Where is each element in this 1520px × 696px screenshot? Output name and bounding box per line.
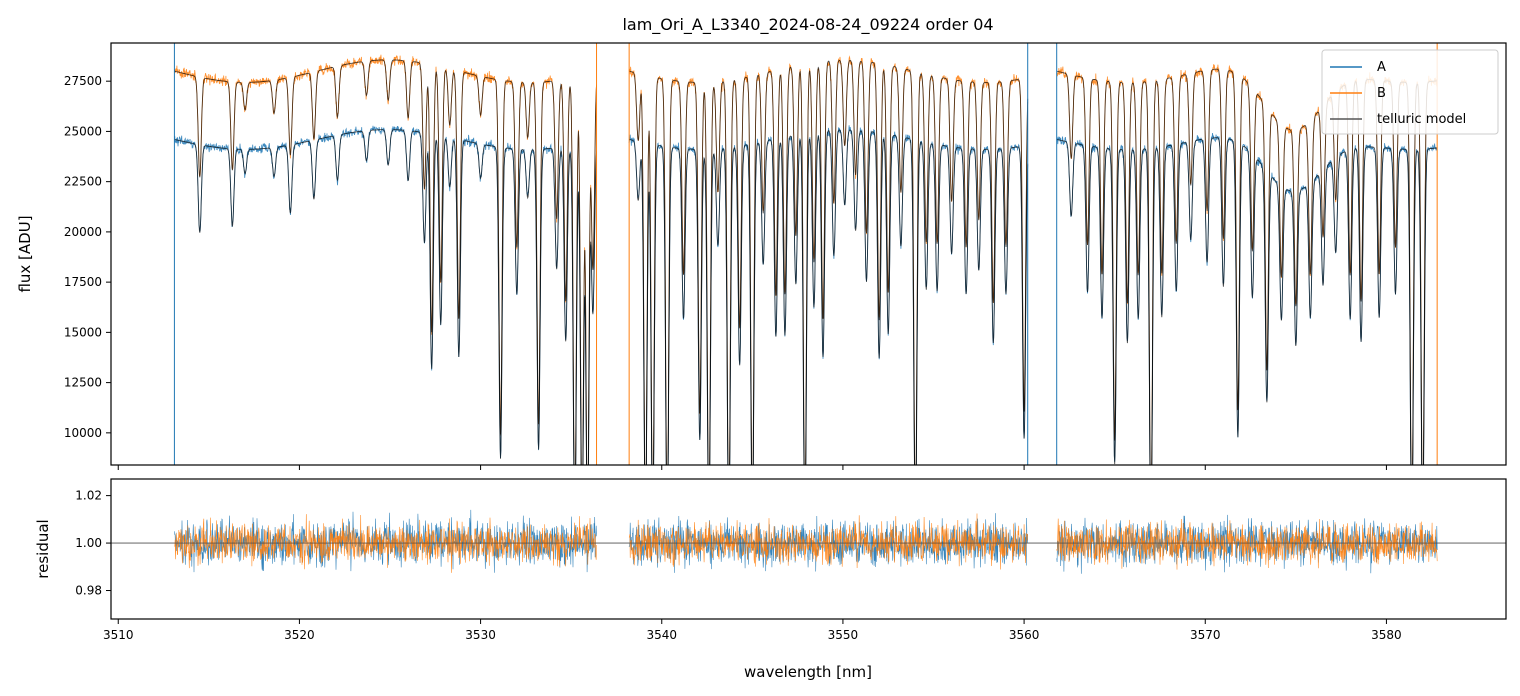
residual-ytick-label: 1.02 (75, 489, 102, 503)
flux-ytick-label: 17500 (64, 275, 102, 289)
flux-ytick-label: 25000 (64, 124, 102, 138)
legend-label-model: telluric model (1377, 112, 1466, 127)
residual-xtick-label: 3550 (828, 628, 859, 642)
residual-xtick-label: 3580 (1371, 628, 1402, 642)
residual-axes-frame (110, 478, 1507, 620)
telluric-model-line-a (629, 129, 1029, 465)
residual-xlabel: wavelength [nm] (744, 663, 872, 681)
residual-xtick-label: 3510 (103, 628, 134, 642)
legend: A B telluric model (1321, 49, 1499, 135)
flux-ytick-label: 15000 (64, 325, 102, 339)
flux-ytick-label: 20000 (64, 225, 102, 239)
residual-b-line (1056, 518, 1438, 570)
residual-b-line (628, 513, 1028, 570)
legend-label-b: B (1377, 86, 1386, 101)
legend-box (1321, 49, 1499, 135)
residual-xtick-label: 3560 (1009, 628, 1040, 642)
flux-axes-frame (110, 42, 1507, 466)
telluric-model-line-a (1056, 137, 1438, 465)
residual-xtick-label: 3530 (465, 628, 496, 642)
chart-title: lam_Ori_A_L3340_2024-08-24_09224 order 0… (622, 15, 993, 35)
residual-a-line (174, 509, 597, 573)
residual-ytick-label: 0.98 (75, 584, 102, 598)
series-a-line (1056, 132, 1438, 465)
residual-b-line (174, 514, 597, 573)
flux-ytick-label: 12500 (64, 376, 102, 390)
legend-label-a: A (1377, 60, 1386, 75)
telluric-model-line-b (628, 59, 1029, 465)
flux-panel: 10000 12500 15000 17500 20000 22500 25000 27500… (16, 42, 1507, 470)
residual-xtick-label: 3540 (646, 628, 677, 642)
residual-xtick-label: 3570 (1190, 628, 1221, 642)
residual-panel: 0.98 1.00 1.02 3510 3520 3530 3540 3550 3560 357… (34, 478, 1507, 681)
flux-ytick-label: 27500 (64, 74, 102, 88)
flux-ytick-label: 22500 (64, 175, 102, 189)
flux-ylabel: flux [ADU] (16, 215, 34, 292)
flux-ytick-label: 10000 (64, 426, 102, 440)
telluric-model-line-b (174, 59, 597, 465)
residual-xtick-label: 3520 (284, 628, 315, 642)
residual-ylabel: residual (34, 519, 52, 578)
residual-ytick-label: 1.00 (75, 536, 102, 550)
telluric-model-line-a (174, 129, 597, 465)
